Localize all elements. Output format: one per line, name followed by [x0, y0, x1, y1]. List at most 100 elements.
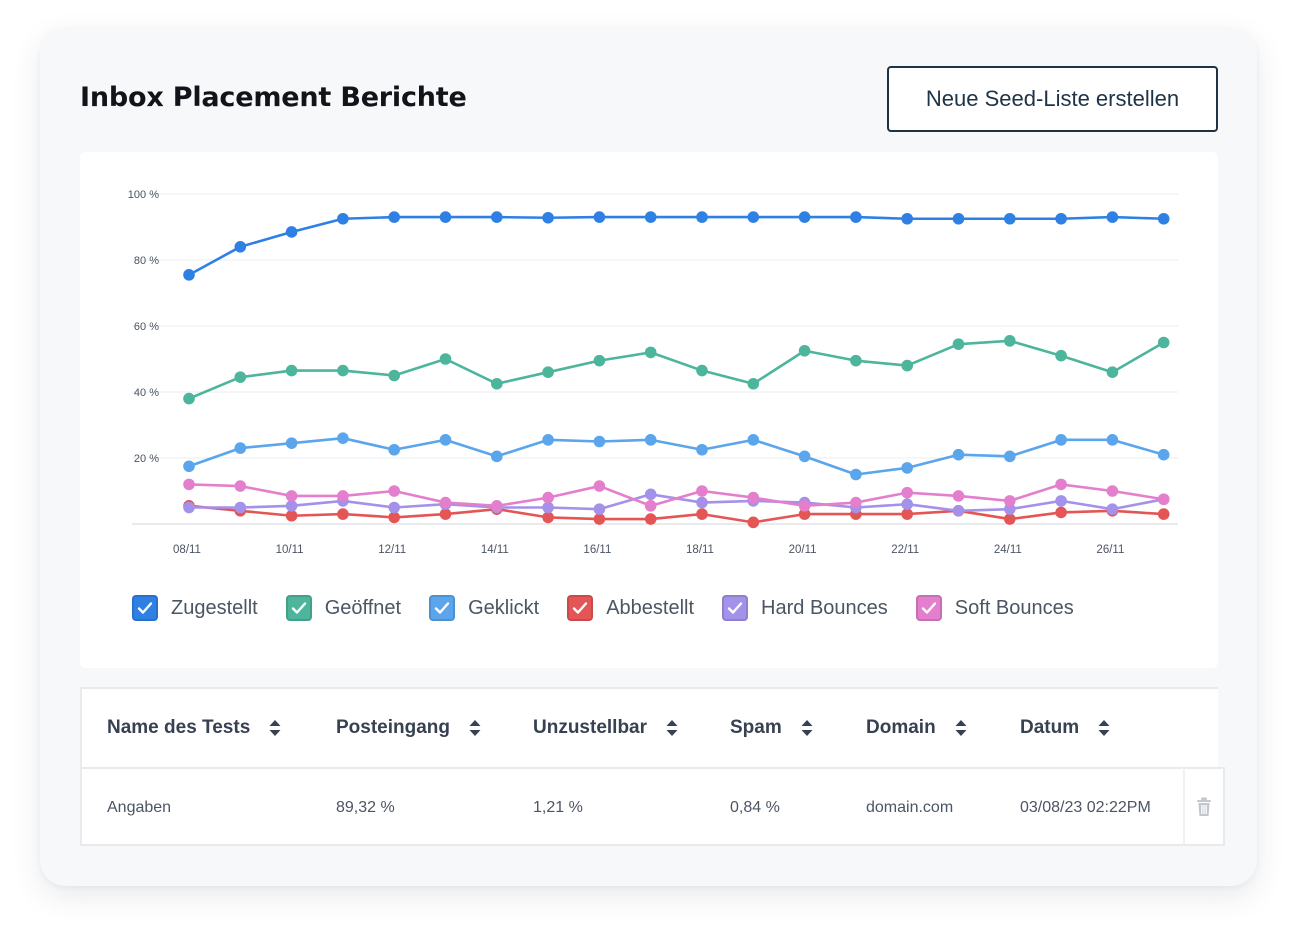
column-header-label: Unzustellbar [533, 717, 648, 738]
data-point [696, 485, 708, 497]
data-point [337, 364, 349, 377]
x-tick-label: 12/11 [378, 544, 406, 556]
line-chart: 20 % 40 % 60 % 80 % 100 % 08/11 10/11 12/11 14/1… [128, 189, 1178, 556]
data-point [183, 501, 195, 514]
table-cell: 03/08/23 02:22PM [1020, 798, 1151, 816]
data-point [593, 211, 606, 223]
checkbox-checked-icon[interactable] [567, 595, 594, 621]
data-point [1004, 450, 1016, 463]
x-tick-label: 14/11 [481, 544, 509, 556]
data-point [388, 443, 401, 456]
data-point [696, 364, 708, 377]
data-point [798, 508, 811, 520]
data-point [798, 450, 811, 463]
column-header[interactable]: Name des Tests [107, 689, 282, 767]
column-header[interactable]: Posteingang [336, 689, 482, 767]
data-point [1106, 366, 1119, 378]
data-point [747, 516, 760, 529]
x-tick-label: 08/11 [173, 544, 201, 556]
data-point [952, 490, 965, 502]
data-point [491, 500, 503, 512]
sort-icon[interactable] [665, 719, 679, 737]
y-tick-label: 60 % [134, 321, 159, 333]
column-header[interactable]: Domain [866, 689, 968, 767]
data-point [234, 241, 247, 253]
series-line [188, 504, 1164, 524]
data-point [1055, 212, 1067, 225]
delete-row-button[interactable] [1183, 767, 1225, 846]
data-point [747, 491, 760, 504]
sort-icon[interactable] [800, 719, 814, 737]
data-point [798, 500, 811, 512]
checkbox-checked-icon[interactable] [132, 595, 158, 621]
data-point [901, 359, 913, 372]
column-header[interactable]: Spam [730, 689, 814, 767]
checkbox-checked-icon[interactable] [722, 595, 749, 621]
sort-icon[interactable] [1097, 719, 1111, 737]
data-point [285, 500, 298, 512]
x-tick-label: 10/11 [276, 544, 304, 556]
table-cell: 1,21 % [533, 798, 583, 816]
data-point [1106, 485, 1119, 497]
series-line [188, 436, 1165, 476]
data-point [439, 211, 452, 223]
data-point [285, 364, 298, 377]
data-point [644, 488, 657, 501]
data-point [337, 490, 349, 502]
sort-icon[interactable] [468, 719, 482, 737]
data-point [388, 511, 401, 524]
new-seed-list-button[interactable]: Neue Seed-Liste erstellen [887, 66, 1218, 132]
table-row[interactable]: Angaben 89,32 % 1,21 % 0,84 % domain.com 03/0… [82, 769, 1178, 846]
legend-item[interactable]: Geklickt [429, 595, 539, 621]
data-point [1004, 513, 1016, 525]
checkbox-checked-icon[interactable] [429, 595, 456, 621]
legend-item[interactable]: Zugestellt [132, 595, 258, 621]
data-point [644, 500, 657, 512]
data-point [439, 434, 452, 446]
data-point [952, 212, 965, 225]
series-line [188, 483, 1164, 508]
data-point [850, 211, 862, 223]
data-point [850, 468, 862, 481]
data-point [183, 460, 195, 473]
legend-item[interactable]: Abbestellt [567, 595, 694, 621]
data-point [491, 211, 503, 223]
data-point [234, 480, 247, 492]
data-point [901, 462, 913, 474]
y-tick-label: 40 % [134, 387, 159, 399]
data-point [1055, 495, 1067, 507]
chart-panel: 20 % 40 % 60 % 80 % 100 % 08/11 10/11 12/11 14/1… [80, 152, 1218, 668]
x-tick-label: 18/11 [686, 544, 714, 556]
table-cell: 0,84 % [730, 798, 780, 816]
column-header-label: Domain [866, 717, 936, 738]
table-cell: 89,32 % [336, 798, 395, 816]
data-point [388, 369, 401, 382]
column-header[interactable]: Datum [1020, 689, 1111, 767]
data-point [901, 498, 913, 511]
tests-table: Name des Tests Posteingang Unzustellbar Spa… [80, 687, 1220, 846]
column-header[interactable]: Unzustellbar [533, 689, 679, 767]
data-point [285, 437, 298, 449]
checkbox-checked-icon[interactable] [915, 595, 942, 621]
data-point [696, 508, 708, 520]
checkbox-checked-icon[interactable] [285, 595, 312, 621]
data-point [542, 491, 554, 504]
data-point [798, 211, 811, 223]
data-point [1055, 506, 1067, 519]
data-point [644, 211, 657, 223]
legend-label: Zugestellt [171, 596, 258, 619]
data-point [542, 511, 554, 524]
data-point [1106, 211, 1119, 223]
sort-icon[interactable] [954, 719, 968, 737]
legend-item[interactable]: Soft Bounces [915, 595, 1074, 621]
data-point [1157, 493, 1170, 506]
legend-item[interactable]: Hard Bounces [722, 595, 888, 621]
page-title: Inbox Placement Berichte [80, 82, 467, 113]
data-point [1004, 503, 1016, 515]
legend-label: Abbestellt [606, 596, 695, 619]
data-point [491, 377, 503, 390]
table-cell: Angaben [107, 798, 172, 816]
legend-item[interactable]: Geöffnet [285, 595, 401, 621]
sort-icon[interactable] [268, 719, 282, 737]
data-point [747, 211, 760, 223]
